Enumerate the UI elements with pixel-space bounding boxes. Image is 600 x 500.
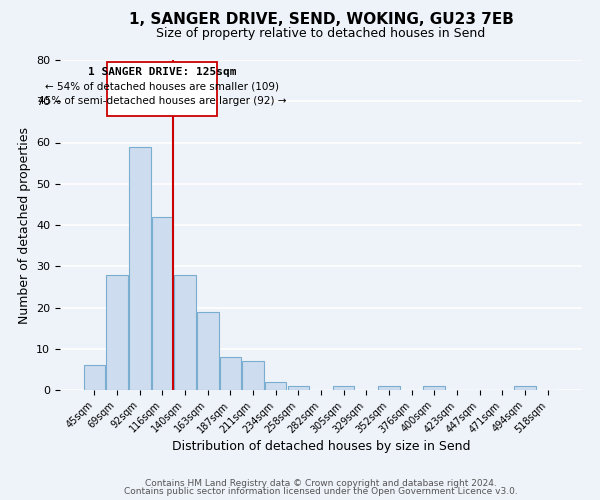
Text: Size of property relative to detached houses in Send: Size of property relative to detached ho…: [157, 28, 485, 40]
Bar: [129, 146, 151, 390]
X-axis label: Distribution of detached houses by size in Send: Distribution of detached houses by size …: [172, 440, 470, 453]
FancyBboxPatch shape: [107, 62, 217, 116]
Text: Contains HM Land Registry data © Crown copyright and database right 2024.: Contains HM Land Registry data © Crown c…: [145, 478, 497, 488]
Y-axis label: Number of detached properties: Number of detached properties: [17, 126, 31, 324]
Bar: [106, 274, 128, 390]
Bar: [265, 382, 286, 390]
Bar: [424, 386, 445, 390]
Text: 45% of semi-detached houses are larger (92) →: 45% of semi-detached houses are larger (…: [38, 96, 286, 106]
Text: ← 54% of detached houses are smaller (109): ← 54% of detached houses are smaller (10…: [45, 82, 279, 92]
Bar: [287, 386, 309, 390]
Bar: [197, 312, 218, 390]
Bar: [220, 357, 241, 390]
Bar: [152, 217, 173, 390]
Bar: [84, 365, 105, 390]
Bar: [242, 361, 264, 390]
Bar: [514, 386, 536, 390]
Bar: [333, 386, 355, 390]
Text: Contains public sector information licensed under the Open Government Licence v3: Contains public sector information licen…: [124, 487, 518, 496]
Bar: [175, 274, 196, 390]
Bar: [378, 386, 400, 390]
Text: 1, SANGER DRIVE, SEND, WOKING, GU23 7EB: 1, SANGER DRIVE, SEND, WOKING, GU23 7EB: [128, 12, 514, 28]
Text: 1 SANGER DRIVE: 125sqm: 1 SANGER DRIVE: 125sqm: [88, 66, 236, 76]
